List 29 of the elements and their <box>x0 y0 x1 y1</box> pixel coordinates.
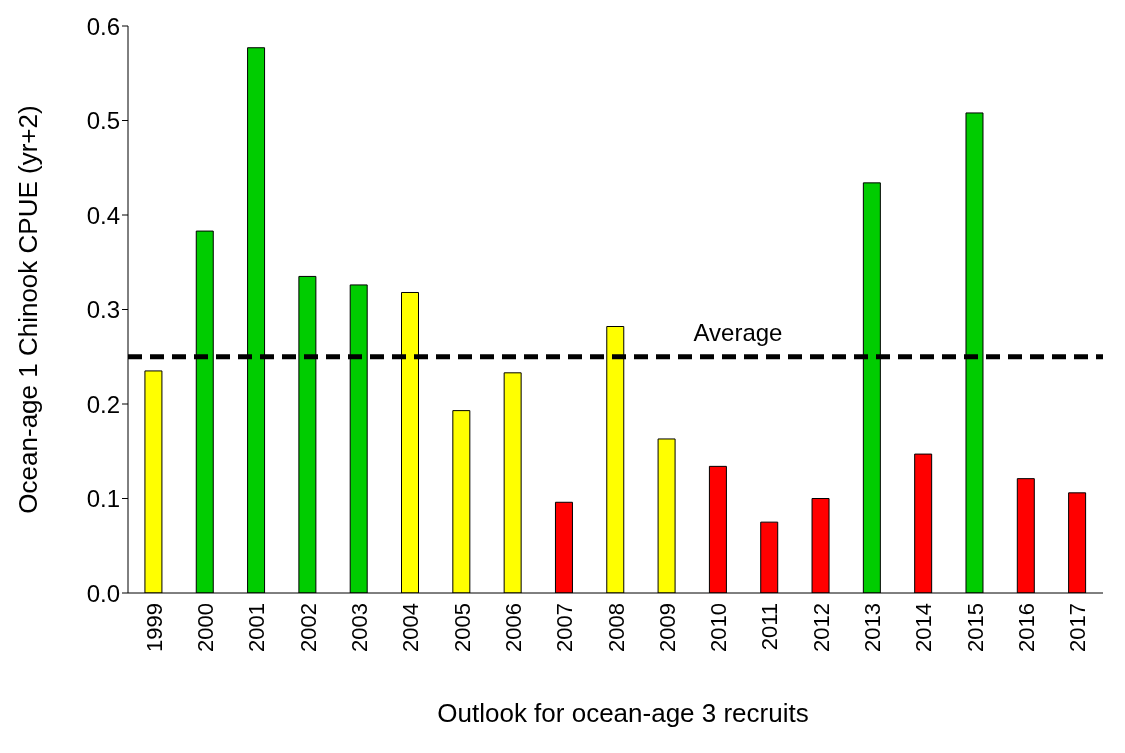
x-tick-label: 2006 <box>500 603 526 652</box>
y-tick-label: 0.6 <box>86 12 120 40</box>
y-tick-label: 0.1 <box>86 485 120 513</box>
y-tick-label: 0.0 <box>86 579 120 607</box>
y-axis-title: Ocean-age 1 Chinook CPUE (yr+2) <box>12 105 44 514</box>
x-tick-label: 2007 <box>552 603 578 652</box>
x-tick-label: 2014 <box>911 603 937 652</box>
x-tick-label: 1999 <box>141 603 167 652</box>
x-tick-label: 2010 <box>706 603 732 652</box>
x-tick-label: 2012 <box>808 603 834 652</box>
x-tick-label: 2005 <box>449 603 475 652</box>
y-tick-label: 0.3 <box>86 296 120 324</box>
y-tick-label: 0.4 <box>86 201 120 229</box>
x-tick-label: 2009 <box>654 603 680 652</box>
x-axis-title: Outlook for ocean-age 3 recruits <box>436 698 810 729</box>
x-tick-label: 2015 <box>962 603 988 652</box>
x-tick-label: 2004 <box>398 603 424 652</box>
x-tick-label: 2008 <box>603 603 629 652</box>
y-tick-label: 0.2 <box>86 390 120 418</box>
x-tick-label: 2001 <box>244 603 270 652</box>
x-tick-label: 2017 <box>1065 603 1091 652</box>
ref-line-label: Average <box>693 318 783 346</box>
x-tick-label: 2011 <box>757 603 783 651</box>
x-tick-label: 2016 <box>1014 603 1040 652</box>
x-tick-label: 2003 <box>346 603 372 652</box>
x-tick-label: 2013 <box>860 603 886 652</box>
y-tick-label: 0.5 <box>86 107 120 135</box>
x-tick-label: 2000 <box>192 603 218 652</box>
x-tick-label: 2002 <box>295 603 321 652</box>
